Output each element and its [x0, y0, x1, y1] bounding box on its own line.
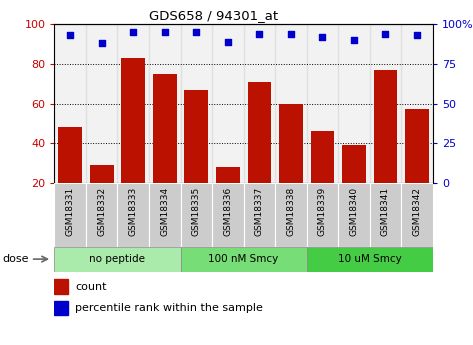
Bar — [405, 109, 429, 183]
Text: GSM18337: GSM18337 — [255, 187, 264, 236]
Point — [193, 29, 200, 35]
Text: 10 uM Smcy: 10 uM Smcy — [338, 254, 402, 264]
Bar — [311, 131, 334, 183]
Point — [98, 40, 105, 46]
FancyBboxPatch shape — [86, 183, 117, 247]
Bar — [216, 167, 240, 183]
Point — [350, 37, 358, 43]
Point — [130, 29, 137, 35]
Bar — [153, 74, 176, 183]
FancyBboxPatch shape — [307, 183, 338, 247]
Bar — [86, 24, 117, 183]
FancyBboxPatch shape — [117, 183, 149, 247]
FancyBboxPatch shape — [212, 183, 244, 247]
FancyBboxPatch shape — [181, 183, 212, 247]
Text: GSM18334: GSM18334 — [160, 187, 169, 236]
Bar — [247, 82, 271, 183]
Bar — [54, 24, 86, 183]
Text: GSM18336: GSM18336 — [223, 187, 232, 236]
FancyBboxPatch shape — [54, 183, 86, 247]
FancyBboxPatch shape — [307, 247, 433, 272]
Text: 100 nM Smcy: 100 nM Smcy — [209, 254, 279, 264]
Bar — [181, 24, 212, 183]
FancyBboxPatch shape — [401, 183, 433, 247]
Bar — [149, 24, 181, 183]
Bar — [374, 70, 397, 183]
Point — [66, 32, 74, 38]
Text: GSM18339: GSM18339 — [318, 187, 327, 236]
Text: percentile rank within the sample: percentile rank within the sample — [75, 303, 263, 313]
Text: GDS658 / 94301_at: GDS658 / 94301_at — [149, 9, 278, 22]
Text: dose: dose — [2, 254, 29, 264]
FancyBboxPatch shape — [244, 183, 275, 247]
Bar — [122, 58, 145, 183]
Text: GSM18341: GSM18341 — [381, 187, 390, 236]
Bar — [58, 127, 82, 183]
Point — [319, 34, 326, 40]
FancyBboxPatch shape — [370, 183, 401, 247]
FancyBboxPatch shape — [54, 247, 181, 272]
Bar — [307, 24, 338, 183]
Bar — [54, 301, 68, 315]
Text: count: count — [75, 282, 107, 292]
Text: GSM18331: GSM18331 — [66, 187, 75, 236]
Bar — [244, 24, 275, 183]
Point — [255, 31, 263, 37]
Text: GSM18332: GSM18332 — [97, 187, 106, 236]
Point — [161, 29, 168, 35]
Bar — [54, 279, 68, 294]
Bar — [275, 24, 307, 183]
FancyBboxPatch shape — [275, 183, 307, 247]
Point — [413, 32, 421, 38]
Text: GSM18340: GSM18340 — [350, 187, 359, 236]
Bar — [184, 90, 208, 183]
Text: GSM18342: GSM18342 — [412, 187, 421, 236]
FancyBboxPatch shape — [149, 183, 181, 247]
Bar — [401, 24, 433, 183]
Bar — [90, 165, 114, 183]
Point — [287, 31, 295, 37]
Point — [224, 39, 232, 45]
Bar — [279, 104, 303, 183]
Text: no peptide: no peptide — [89, 254, 146, 264]
FancyBboxPatch shape — [338, 183, 370, 247]
FancyBboxPatch shape — [181, 247, 307, 272]
Text: GSM18333: GSM18333 — [129, 187, 138, 236]
Bar — [370, 24, 401, 183]
Bar — [117, 24, 149, 183]
Bar — [342, 145, 366, 183]
Text: GSM18335: GSM18335 — [192, 187, 201, 236]
Bar — [212, 24, 244, 183]
Bar — [338, 24, 370, 183]
Point — [382, 31, 389, 37]
Text: GSM18338: GSM18338 — [286, 187, 296, 236]
